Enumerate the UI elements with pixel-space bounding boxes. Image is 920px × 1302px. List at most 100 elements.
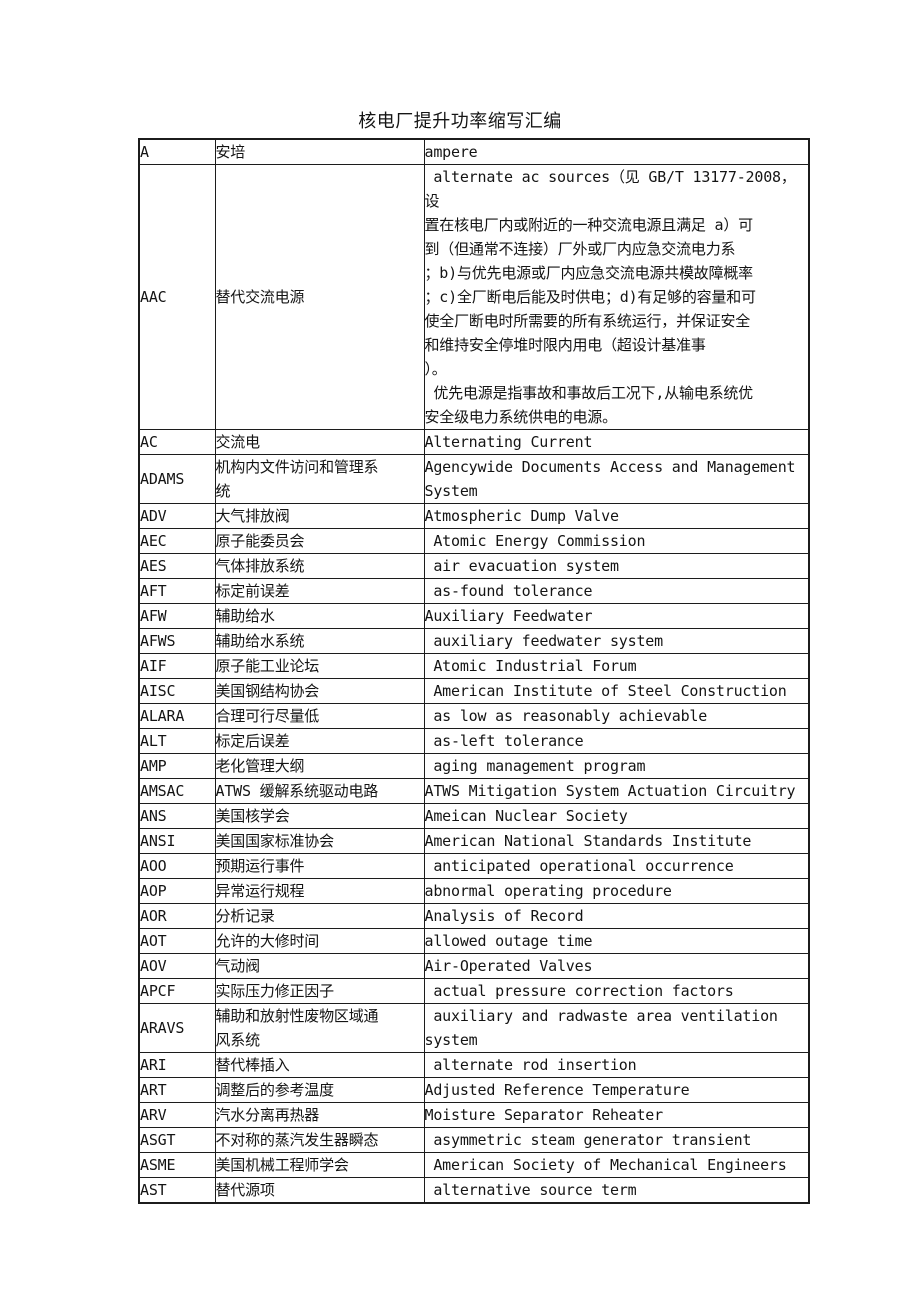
- table-row: AOV 气动阀 Air-Operated Valves: [138, 953, 810, 979]
- abbr-cell: AOV: [138, 953, 216, 979]
- abbr-cell: AEC: [138, 528, 216, 554]
- abbr-cell: AFT: [138, 578, 216, 604]
- table-row: AMSAC ATWS 缓解系统驱动电路 ATWS Mitigation System…: [138, 778, 810, 804]
- table-row: A 安培 ampere: [138, 138, 810, 165]
- table-row: AES 气体排放系统 air evacuation system: [138, 553, 810, 579]
- chinese-term-cell: 实际压力修正因子: [214, 978, 425, 1004]
- english-term-cell: Air-Operated Valves: [423, 953, 810, 979]
- table-row: AOO 预期运行事件 anticipated operational occurr…: [138, 853, 810, 879]
- english-term-cell: auxiliary feedwater system: [423, 628, 810, 654]
- table-row: ADAMS 机构内文件访问和管理系 统 Agencywide Documents A…: [138, 454, 810, 504]
- english-term-cell: Ameican Nuclear Society: [423, 803, 810, 829]
- chinese-term-cell: 汽水分离再热器: [214, 1102, 425, 1128]
- chinese-term-cell: 机构内文件访问和管理系 统: [214, 454, 425, 504]
- table-row: AST 替代源项 alternative source term: [138, 1177, 810, 1204]
- table-row: AIF 原子能工业论坛 Atomic Industrial Forum: [138, 653, 810, 679]
- chinese-term-cell: 气动阀: [214, 953, 425, 979]
- abbr-cell: ADV: [138, 503, 216, 529]
- chinese-term-cell: 不对称的蒸汽发生器瞬态: [214, 1127, 425, 1153]
- english-term-cell: Agencywide Documents Access and Manageme…: [423, 454, 810, 504]
- table-row: AFT 标定前误差 as-found tolerance: [138, 578, 810, 604]
- abbreviation-table: A 安培 ampere AAC 替代交流电源 alternate ac sources（…: [138, 138, 810, 1204]
- chinese-term-cell: 调整后的参考温度: [214, 1077, 425, 1103]
- abbr-cell: AFWS: [138, 628, 216, 654]
- english-term-cell: Adjusted Reference Temperature: [423, 1077, 810, 1103]
- chinese-term-cell: 辅助给水: [214, 603, 425, 629]
- table-row: ANS 美国核学会 Ameican Nuclear Society: [138, 803, 810, 829]
- abbr-cell: ARV: [138, 1102, 216, 1128]
- english-term-cell: Moisture Separator Reheater: [423, 1102, 810, 1128]
- abbr-cell: AISC: [138, 678, 216, 704]
- table-row: AMP 老化管理大纲 aging management program: [138, 753, 810, 779]
- chinese-term-cell: 美国核学会: [214, 803, 425, 829]
- abbr-cell: ALARA: [138, 703, 216, 729]
- table-row: AOP 异常运行规程 abnormal operating procedure: [138, 878, 810, 904]
- table-row: APCF 实际压力修正因子 actual pressure correction …: [138, 978, 810, 1004]
- chinese-term-cell: 标定前误差: [214, 578, 425, 604]
- table-row: ALARA 合理可行尽量低 as low as reasonably achiev…: [138, 703, 810, 729]
- abbr-cell: AOR: [138, 903, 216, 929]
- abbr-cell: AMP: [138, 753, 216, 779]
- english-term-cell: American Institute of Steel Construction: [423, 678, 810, 704]
- english-term-cell: alternative source term: [423, 1177, 810, 1204]
- abbr-cell: APCF: [138, 978, 216, 1004]
- english-term-cell: allowed outage time: [423, 928, 810, 954]
- english-term-cell: Auxiliary Feedwater: [423, 603, 810, 629]
- chinese-term-cell: 大气排放阀: [214, 503, 425, 529]
- abbr-cell: ANS: [138, 803, 216, 829]
- table-row: AOR 分析记录 Analysis of Record: [138, 903, 810, 929]
- english-term-cell: Atomic Industrial Forum: [423, 653, 810, 679]
- chinese-term-cell: 替代棒插入: [214, 1052, 425, 1078]
- abbr-cell: ANSI: [138, 828, 216, 854]
- english-term-cell: alternate rod insertion: [423, 1052, 810, 1078]
- chinese-term-cell: 预期运行事件: [214, 853, 425, 879]
- chinese-term-cell: 美国国家标准协会: [214, 828, 425, 854]
- table-row: ANSI 美国国家标准协会 American National Standards …: [138, 828, 810, 854]
- table-row: ART 调整后的参考温度 Adjusted Reference Temperatur…: [138, 1077, 810, 1103]
- english-term-cell: alternate ac sources（见 GB/T 13177-2008，设…: [423, 164, 810, 430]
- chinese-term-cell: 异常运行规程: [214, 878, 425, 904]
- abbr-cell: AIF: [138, 653, 216, 679]
- english-term-cell: Atmospheric Dump Valve: [423, 503, 810, 529]
- abbr-cell: ASME: [138, 1152, 216, 1178]
- chinese-term-cell: 美国钢结构协会: [214, 678, 425, 704]
- chinese-term-cell: 辅助和放射性废物区域通 风系统: [214, 1003, 425, 1053]
- english-term-cell: American Society of Mechanical Engineers: [423, 1152, 810, 1178]
- english-term-cell: aging management program: [423, 753, 810, 779]
- chinese-term-cell: 老化管理大纲: [214, 753, 425, 779]
- english-term-cell: ATWS Mitigation System Actuation Circuit…: [423, 778, 810, 804]
- table-row: AOT 允许的大修时间 allowed outage time: [138, 928, 810, 954]
- chinese-term-cell: 合理可行尽量低: [214, 703, 425, 729]
- abbr-cell: AOT: [138, 928, 216, 954]
- table-row: ALT 标定后误差 as-left tolerance: [138, 728, 810, 754]
- table-row: ADV 大气排放阀 Atmospheric Dump Valve: [138, 503, 810, 529]
- table-row: AC 交流电 Alternating Current: [138, 429, 810, 455]
- abbr-cell: ALT: [138, 728, 216, 754]
- abbr-cell: ART: [138, 1077, 216, 1103]
- english-term-cell: as low as reasonably achievable: [423, 703, 810, 729]
- abbr-cell: ASGT: [138, 1127, 216, 1153]
- table-row: ARAVS 辅助和放射性废物区域通 风系统 auxiliary and radwa…: [138, 1003, 810, 1053]
- english-term-cell: anticipated operational occurrence: [423, 853, 810, 879]
- chinese-term-cell: 原子能委员会: [214, 528, 425, 554]
- english-term-cell: Atomic Energy Commission: [423, 528, 810, 554]
- table-row: AEC 原子能委员会 Atomic Energy Commission: [138, 528, 810, 554]
- english-term-cell: air evacuation system: [423, 553, 810, 579]
- abbr-cell: ARI: [138, 1052, 216, 1078]
- table-row: AAC 替代交流电源 alternate ac sources（见 GB/T 13…: [138, 164, 810, 430]
- table-row: ARV 汽水分离再热器 Moisture Separator Reheater: [138, 1102, 810, 1128]
- english-term-cell: auxiliary and radwaste area ventilation …: [423, 1003, 810, 1053]
- abbr-cell: AMSAC: [138, 778, 216, 804]
- chinese-term-cell: 允许的大修时间: [214, 928, 425, 954]
- abbr-cell: ARAVS: [138, 1003, 216, 1053]
- page-title: 核电厂提升功率缩写汇编: [358, 111, 562, 132]
- chinese-term-cell: 辅助给水系统: [214, 628, 425, 654]
- abbr-cell: AOP: [138, 878, 216, 904]
- table-row: ARI 替代棒插入 alternate rod insertion: [138, 1052, 810, 1078]
- english-term-cell: abnormal operating procedure: [423, 878, 810, 904]
- abbr-cell: AOO: [138, 853, 216, 879]
- english-term-cell: asymmetric steam generator transient: [423, 1127, 810, 1153]
- chinese-term-cell: ATWS 缓解系统驱动电路: [214, 778, 425, 804]
- chinese-term-cell: 美国机械工程师学会: [214, 1152, 425, 1178]
- chinese-term-cell: 标定后误差: [214, 728, 425, 754]
